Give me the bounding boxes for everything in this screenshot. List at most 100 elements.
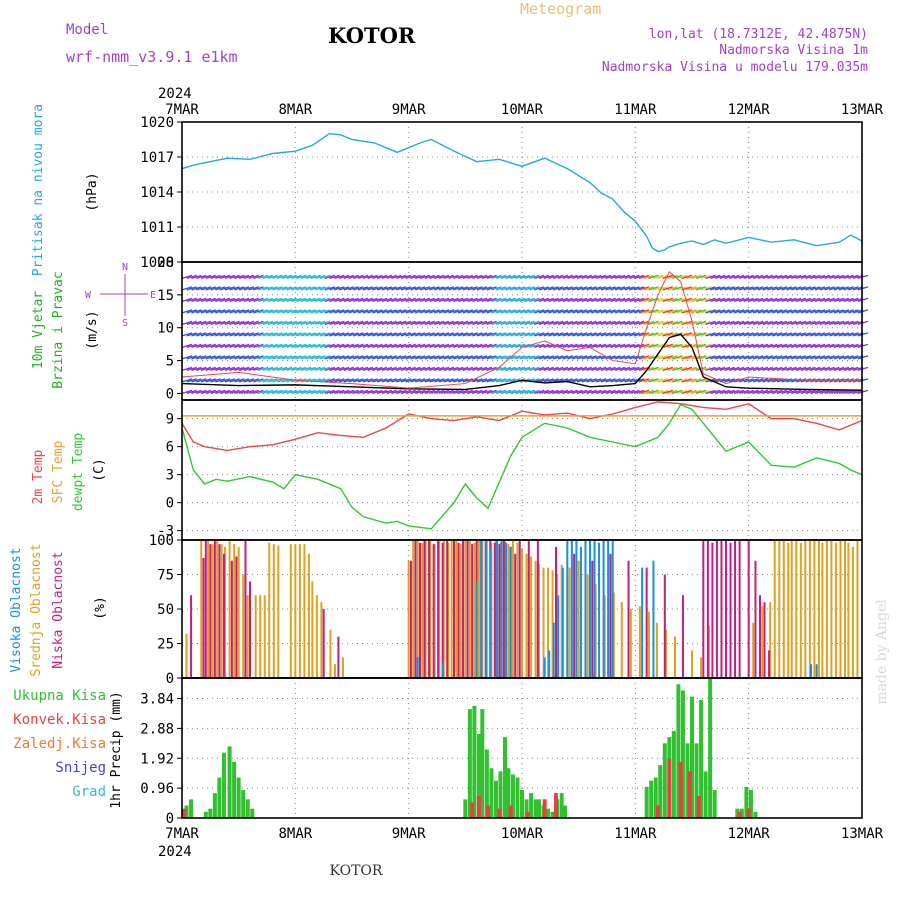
- wind-barb: [272, 274, 283, 280]
- wind-barb: [186, 309, 197, 314]
- wind-barb: [810, 274, 821, 280]
- wind-barb: [410, 332, 421, 337]
- wind-barb: [357, 274, 369, 280]
- wind-barb: [829, 309, 840, 314]
- bar-Niska-Oblacnost: [754, 560, 757, 678]
- wind-barb: [672, 332, 683, 337]
- wind-barb: [705, 332, 716, 337]
- wind-barb: [405, 343, 416, 349]
- wind-barb: [795, 309, 807, 314]
- bar-Srednja-Oblacnost: [289, 544, 292, 678]
- bar-Niska-Oblacnost: [518, 540, 521, 678]
- wind-barb: [562, 320, 573, 326]
- wind-barb: [700, 389, 712, 395]
- wind-barb: [772, 355, 783, 360]
- wind-barb: [219, 332, 231, 337]
- bar-Srednja-Oblacnost: [525, 553, 528, 678]
- wind-barb: [543, 343, 554, 349]
- bar-Niska-Oblacnost: [453, 540, 455, 678]
- wind-barb: [705, 286, 716, 291]
- wind-barb: [686, 389, 697, 395]
- bar-Niska-Oblacnost: [514, 553, 517, 678]
- bar-Ukupna-Kisa: [480, 709, 485, 818]
- wind-barb: [362, 343, 374, 349]
- wind-barb: [624, 332, 635, 337]
- wind-barb: [296, 343, 307, 349]
- wind-barb: [267, 274, 278, 280]
- wind-barb: [791, 366, 802, 372]
- wind-barb: [772, 378, 783, 383]
- wind-barb: [586, 378, 597, 383]
- bar-Visoka-Oblacnost: [593, 540, 596, 678]
- bar-Konvek-Kisa: [476, 796, 481, 818]
- x-tick-top-7MAR: 7MAR: [165, 102, 199, 118]
- wind-barb: [510, 332, 521, 337]
- wind-barb: [833, 366, 845, 372]
- wind-barb: [810, 389, 821, 395]
- wind-barb: [305, 309, 316, 314]
- wind-barb: [495, 355, 507, 360]
- wind-barb: [448, 355, 459, 360]
- wind-barb: [396, 366, 407, 372]
- wind-barb: [453, 274, 464, 280]
- wind-barb: [729, 320, 740, 326]
- wind-barb: [515, 274, 526, 280]
- wind-barb: [272, 297, 283, 303]
- wind-barb: [243, 343, 255, 349]
- wind-barb: [572, 320, 583, 326]
- wind-barb: [210, 297, 221, 303]
- wind-barb: [215, 286, 226, 291]
- model-label: Model: [66, 22, 108, 38]
- wind-barb: [291, 366, 302, 372]
- bar-Srednja-Oblacnost: [538, 563, 540, 678]
- wind-barb: [767, 378, 778, 383]
- wind-barb: [334, 309, 345, 314]
- bar-Srednja-Oblacnost: [795, 540, 798, 678]
- wind-barb: [719, 309, 731, 314]
- bar-Srednja-Oblacnost: [847, 542, 850, 678]
- bar-Srednja-Oblacnost: [242, 574, 245, 678]
- bar-Visoka-Oblacnost: [505, 542, 508, 678]
- wind-barb: [257, 389, 269, 395]
- bar-Srednja-Oblacnost: [421, 542, 424, 678]
- wind-barb: [367, 309, 378, 314]
- cloud-unit: (%): [93, 596, 108, 619]
- wind-barb: [681, 320, 692, 326]
- wind-barb: [705, 320, 716, 326]
- wind-barb: [491, 355, 502, 360]
- wind-barb: [714, 286, 726, 291]
- wind-barb: [629, 366, 640, 372]
- wind-barb: [638, 332, 650, 337]
- wind-barb: [729, 355, 740, 360]
- bar-Srednja-Oblacnost: [263, 595, 266, 678]
- wind-barb: [838, 332, 850, 337]
- bar-Srednja-Oblacnost: [808, 540, 811, 678]
- wind-barb: [810, 343, 821, 349]
- bar-Visoka-Oblacnost: [489, 546, 492, 678]
- wind-barb: [286, 309, 297, 314]
- bar-Srednja-Oblacnost: [825, 540, 828, 678]
- wind-barb: [648, 389, 659, 395]
- wind-barb: [814, 389, 826, 395]
- wind-barb: [614, 343, 626, 349]
- bar-Srednja-Oblacnost: [534, 560, 537, 678]
- wind-barb: [476, 320, 488, 326]
- wind-barb: [534, 355, 545, 360]
- wind-barb: [296, 355, 307, 360]
- wind-barb: [805, 309, 816, 314]
- wind-barb: [838, 355, 850, 360]
- bar-Srednja-Oblacnost: [433, 544, 436, 678]
- wind-barb: [838, 309, 850, 314]
- wind-barb: [662, 286, 673, 291]
- wind-barb: [291, 343, 302, 349]
- wind-barb: [343, 332, 355, 337]
- wind-compass: N W E S: [85, 262, 156, 329]
- wind-barb: [476, 297, 488, 303]
- wind-barb: [353, 320, 364, 326]
- bar-Ukupna-Kisa: [503, 737, 507, 818]
- wind-barb: [267, 343, 278, 349]
- wind-barb: [476, 274, 488, 280]
- series-wind-gust: [181, 271, 862, 389]
- bar-Srednja-Oblacnost: [211, 544, 214, 678]
- wind-barb: [405, 332, 416, 337]
